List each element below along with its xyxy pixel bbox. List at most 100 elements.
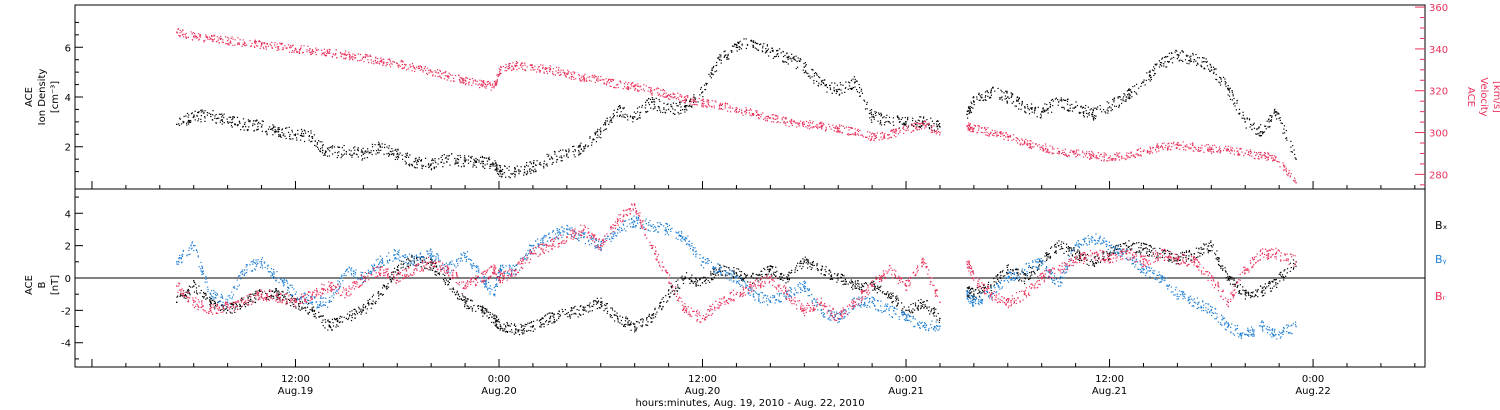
sample-dot xyxy=(459,81,461,83)
sample-dot xyxy=(1290,173,1292,175)
sample-dot xyxy=(307,302,310,304)
sample-dot xyxy=(805,65,807,67)
sample-dot xyxy=(186,112,189,115)
sample-dot xyxy=(282,48,285,50)
sample-dot xyxy=(1258,151,1260,154)
sample-dot xyxy=(365,312,367,314)
sample-dot xyxy=(1042,149,1044,151)
sample-dot xyxy=(430,169,433,171)
sample-dot xyxy=(193,291,196,293)
sample-dot xyxy=(1267,126,1269,128)
sample-dot xyxy=(509,62,511,65)
sample-dot xyxy=(493,322,495,324)
sample-dot xyxy=(341,155,343,157)
sample-dot xyxy=(570,76,573,78)
sample-dot xyxy=(550,156,553,158)
sample-dot xyxy=(1104,111,1106,113)
data-point xyxy=(1007,136,1009,138)
sample-dot xyxy=(1246,118,1248,120)
sample-dot xyxy=(711,69,714,71)
sample-dot xyxy=(456,290,459,292)
sample-dot xyxy=(1154,73,1156,75)
sample-dot xyxy=(390,153,393,156)
sample-dot xyxy=(793,121,795,123)
sample-dot xyxy=(444,283,446,285)
sample-dot xyxy=(227,43,229,46)
sample-dot xyxy=(651,101,653,103)
sample-dot xyxy=(757,42,759,45)
sample-dot xyxy=(1048,152,1050,154)
sample-dot xyxy=(1177,56,1179,58)
sample-dot xyxy=(517,329,519,331)
sample-dot xyxy=(452,77,455,79)
sample-dot xyxy=(973,101,975,103)
sample-dot xyxy=(661,309,663,311)
sample-dot xyxy=(430,267,432,269)
sample-dot xyxy=(191,112,193,114)
sample-dot xyxy=(933,122,935,125)
sample-dot xyxy=(692,282,694,284)
sample-dot xyxy=(585,78,587,80)
sample-dot xyxy=(368,304,370,306)
sample-dot xyxy=(757,49,759,51)
sample-dot xyxy=(314,313,317,315)
sample-dot xyxy=(924,127,926,129)
sample-dot xyxy=(389,276,391,278)
sample-dot xyxy=(693,104,696,106)
sample-dot xyxy=(663,90,666,92)
sample-dot xyxy=(671,287,673,289)
sample-dot xyxy=(539,326,541,328)
sample-dot xyxy=(349,153,351,155)
sample-dot xyxy=(1267,119,1270,121)
sample-dot xyxy=(249,298,252,300)
sample-dot xyxy=(813,126,815,128)
sample-dot xyxy=(1089,157,1092,159)
sample-dot xyxy=(651,321,653,323)
sample-dot xyxy=(1127,97,1129,99)
sample-dot xyxy=(969,128,971,130)
sample-dot xyxy=(659,111,662,113)
sample-dot xyxy=(1126,152,1128,154)
sample-dot xyxy=(179,35,181,37)
sample-dot xyxy=(630,84,632,86)
sample-dot xyxy=(491,84,494,86)
sample-dot xyxy=(206,111,208,114)
data-point xyxy=(990,131,992,134)
sample-dot xyxy=(409,260,411,262)
sample-dot xyxy=(522,68,524,70)
sample-dot xyxy=(369,54,371,56)
sample-dot xyxy=(1227,87,1229,90)
sample-dot xyxy=(905,121,907,123)
sample-dot xyxy=(1248,151,1250,153)
sample-dot xyxy=(269,43,271,45)
sample-dot xyxy=(900,118,902,121)
sample-dot xyxy=(298,48,300,51)
sample-dot xyxy=(477,305,479,307)
sample-dot xyxy=(369,55,371,57)
sample-dot xyxy=(1202,61,1205,63)
sample-dot xyxy=(1027,108,1029,110)
sample-dot xyxy=(192,116,194,119)
sample-dot xyxy=(1016,100,1018,102)
sample-dot xyxy=(710,77,713,79)
sample-dot xyxy=(547,155,549,158)
sample-dot xyxy=(552,312,554,315)
sample-dot xyxy=(480,305,482,308)
sample-dot xyxy=(449,288,451,290)
sample-dot xyxy=(606,81,608,83)
sample-dot xyxy=(1110,107,1112,109)
sample-dot xyxy=(349,59,351,61)
sample-dot xyxy=(364,151,366,153)
sample-dot xyxy=(737,111,739,113)
sample-dot xyxy=(500,66,503,69)
sample-dot xyxy=(1156,63,1158,65)
sample-dot xyxy=(894,131,896,133)
sample-dot xyxy=(1220,78,1222,80)
sample-dot xyxy=(431,158,434,160)
sample-dot xyxy=(405,153,407,155)
sample-dot xyxy=(505,70,508,72)
sample-dot xyxy=(592,139,594,141)
sample-dot xyxy=(1029,144,1031,146)
sample-dot xyxy=(1021,139,1024,141)
sample-dot xyxy=(322,149,324,152)
